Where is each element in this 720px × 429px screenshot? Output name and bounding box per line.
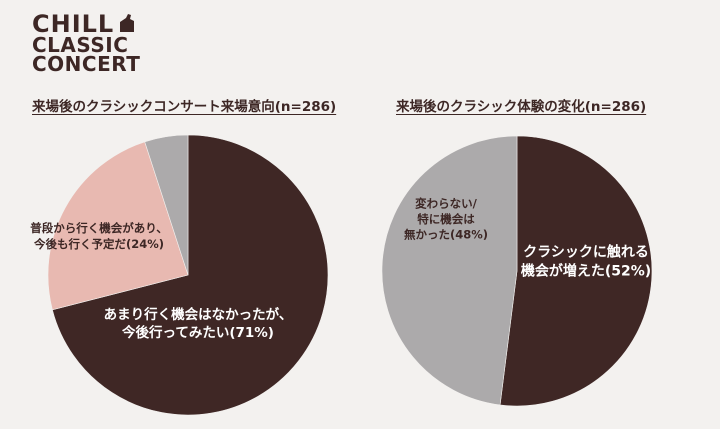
logo-line-1: CHILL [32, 10, 115, 38]
chart-2-title: 来場後のクラシック体験の変化(n=286) [396, 99, 647, 115]
logo-line-2: CLASSIC [32, 33, 129, 57]
pie-2-label-1: クラシックに触れる機会が増えた(52%) [521, 244, 651, 280]
piano-player-icon [120, 14, 134, 32]
pie-1-slice-2 [47, 141, 189, 311]
logo: CHILL CLASSIC CONCERT [32, 12, 140, 74]
pie-2-slice-1 [499, 135, 653, 407]
pie-2-slice-2 [381, 135, 518, 406]
pie-1-slice-1 [52, 134, 329, 416]
pie-1-label-2: 普段から行く機会があり、今後も行く予定だ(24%) [30, 221, 168, 251]
logo-line-3: CONCERT [32, 52, 141, 76]
pie-1-label-1: あまり行く機会はなかったが、今後行ってみたい(71%) [104, 306, 293, 341]
pie-1-slice-3 [144, 134, 189, 276]
chart-1-title: 来場後のクラシックコンサート来場意向(n=286) [32, 99, 337, 115]
pie-2-label-2: 変わらない/特に機会は無かった(48%) [404, 197, 488, 242]
